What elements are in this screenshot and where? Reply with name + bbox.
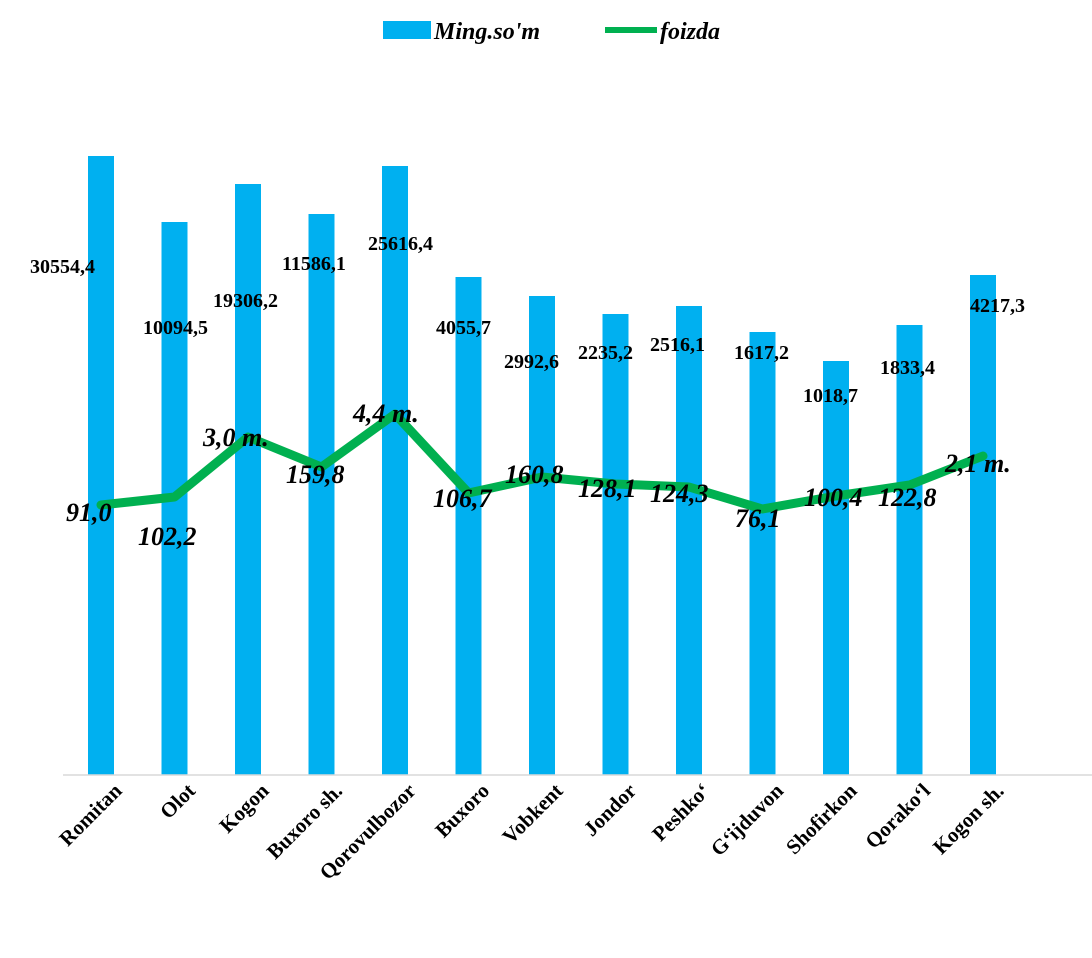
bar-8	[602, 314, 629, 775]
bar-label-3: 19306,2	[213, 290, 278, 312]
bar-12	[896, 325, 923, 775]
category-label-6: Buxoro	[430, 779, 494, 843]
category-label-8: Jondor	[579, 779, 641, 841]
bar-label-6: 4055,7	[436, 317, 491, 339]
bar-13	[970, 275, 996, 775]
line-foizda	[96, 409, 988, 514]
bar-label-13: 4217,3	[970, 295, 1025, 317]
bar-6	[455, 277, 482, 775]
bar-label-7: 2992,6	[504, 351, 559, 373]
bar-5	[382, 166, 408, 775]
bar-label-4: 11586,1	[282, 253, 346, 275]
line-label-8: 128,1	[578, 474, 637, 503]
line-label-1: 91,0	[66, 498, 112, 527]
bar-9	[676, 306, 702, 775]
bar-10	[749, 332, 776, 775]
category-label-7: Vobkent	[497, 779, 567, 849]
line-label-2: 102,2	[138, 522, 197, 551]
line-label-6: 106,7	[433, 484, 493, 513]
bar-4	[308, 214, 335, 775]
line-labels: 91,0 102,2 3,0 m. 159,8 4,4 m. 106,7 160,8 128,…	[66, 399, 1011, 551]
legend: Ming.so'm foizda	[383, 19, 720, 45]
bar-7	[529, 296, 555, 775]
legend-bar-swatch	[383, 21, 431, 39]
line-label-11: 100,4	[804, 483, 863, 512]
line-label-9: 124,3	[650, 479, 709, 508]
bar-label-11: 1018,7	[803, 385, 858, 407]
bar-label-1: 30554,4	[30, 256, 95, 278]
category-label-2: Olot	[155, 779, 200, 824]
bar-label-9: 2516,1	[650, 334, 705, 356]
category-label-12: Qorako‘l	[860, 778, 935, 853]
category-label-3: Kogon	[214, 778, 273, 837]
category-label-9: Peshkoʻ	[647, 779, 714, 846]
bars	[88, 156, 996, 775]
bar-3	[235, 184, 261, 775]
legend-bar-label: Ming.so'm	[433, 19, 540, 45]
line-label-12: 122,8	[878, 483, 937, 512]
bar-label-2: 10094,5	[143, 317, 208, 339]
bar-label-10: 1617,2	[734, 342, 789, 364]
category-label-11: Shofirkon	[781, 778, 862, 859]
line-label-10: 76,1	[735, 504, 781, 533]
category-label-10: G‘ijduvon	[706, 778, 788, 860]
bar-label-8: 2235,2	[578, 342, 633, 364]
bar-11	[823, 361, 849, 775]
line-label-13: 2,1 m.	[944, 449, 1011, 478]
line-series	[96, 409, 988, 514]
line-label-7: 160,8	[505, 460, 564, 489]
line-label-5: 4,4 m.	[352, 399, 419, 428]
legend-line-swatch	[605, 27, 657, 33]
bar-label-12: 1833,4	[880, 357, 935, 379]
line-label-4: 159,8	[286, 460, 345, 489]
legend-line-label: foizda	[660, 19, 720, 45]
line-label-3: 3,0 m.	[202, 423, 269, 452]
bar-label-5: 25616,4	[368, 233, 433, 255]
category-label-1: Romitan	[54, 778, 126, 850]
bar-1	[88, 156, 114, 775]
category-label-13: Kogon sh.	[928, 779, 1009, 860]
